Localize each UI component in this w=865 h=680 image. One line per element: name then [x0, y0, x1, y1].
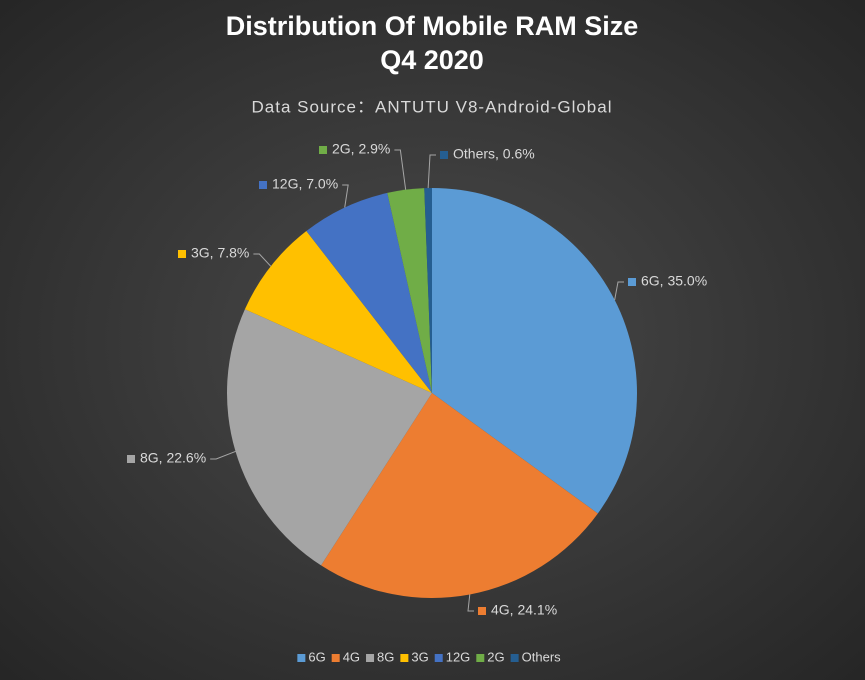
leader-line	[394, 149, 407, 190]
legend-label: 4G	[343, 649, 360, 664]
pie-slice	[227, 309, 432, 566]
label-key	[628, 278, 636, 286]
legend-label: Others	[522, 649, 562, 664]
legend-key	[400, 654, 409, 662]
pie-slice	[244, 231, 432, 393]
leader-line	[342, 184, 349, 208]
data-label: 4G, 24.1%	[491, 602, 557, 618]
data-label: 2G, 2.9%	[332, 141, 390, 157]
legend-key	[434, 654, 443, 662]
legend-key	[366, 654, 375, 662]
label-key	[259, 181, 267, 189]
legend-key	[331, 654, 340, 662]
leader-line	[614, 281, 624, 301]
legend-label: 12G	[446, 649, 471, 664]
pie-slice	[432, 188, 637, 514]
pie-slice	[387, 188, 432, 393]
data-label: 3G, 7.8%	[191, 245, 249, 261]
label-key	[319, 146, 327, 154]
data-label: Others, 0.6%	[453, 146, 535, 162]
pie-slice	[306, 192, 432, 393]
pie-slice	[424, 188, 432, 393]
leader-line	[210, 450, 236, 460]
legend-label: 3G	[411, 649, 428, 664]
chart-title: Q4 2020	[380, 45, 484, 75]
legend-key	[476, 654, 485, 662]
label-key	[440, 151, 448, 159]
data-label: 6G, 35.0%	[641, 273, 707, 289]
pie-slice	[321, 393, 598, 598]
legend-label: 6G	[308, 649, 325, 664]
label-key	[178, 250, 186, 258]
chart-title: Distribution Of Mobile RAM Size	[226, 11, 639, 41]
legend-key	[297, 654, 306, 662]
legend-label: 8G	[377, 649, 394, 664]
leader-line	[427, 154, 436, 189]
leader-line	[467, 594, 474, 612]
legend-key	[510, 654, 519, 662]
data-label: 8G, 22.6%	[140, 450, 206, 466]
legend-label: 2G	[487, 649, 504, 664]
chart-subtitle: Data Source：ANTUTU V8-Android-Global	[251, 97, 612, 116]
label-key	[127, 455, 135, 463]
label-key	[478, 607, 486, 615]
data-label: 12G, 7.0%	[272, 176, 338, 192]
leader-line	[253, 253, 272, 267]
